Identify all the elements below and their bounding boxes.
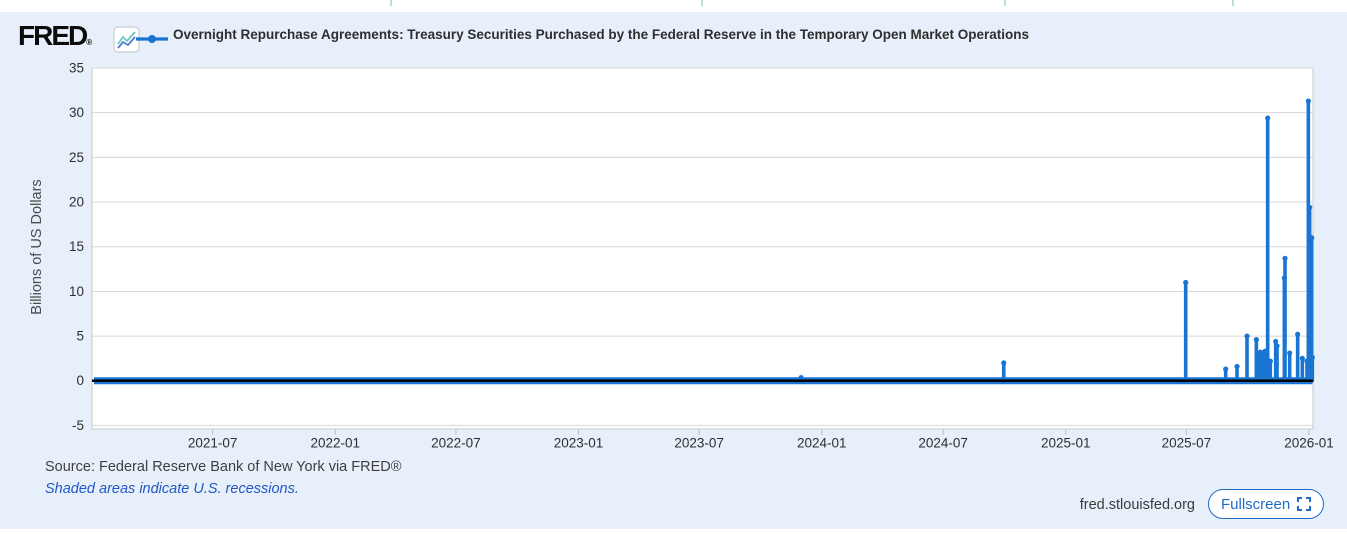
crop-artifact-tick bbox=[390, 0, 392, 6]
fullscreen-expand-icon bbox=[1297, 497, 1312, 511]
crop-artifact-tick bbox=[1232, 0, 1234, 6]
fred-logo-text: FRED bbox=[18, 20, 88, 51]
mini-chart-icon bbox=[113, 26, 140, 53]
site-url: fred.stlouisfed.org bbox=[1079, 497, 1195, 513]
crop-artifact-tick bbox=[1004, 0, 1006, 6]
recession-note-link[interactable]: Shaded areas indicate U.S. recessions. bbox=[45, 481, 299, 497]
registered-mark: ® bbox=[86, 38, 93, 47]
chart-card bbox=[0, 12, 1347, 529]
y-axis-title: Billions of US Dollars bbox=[29, 179, 45, 315]
fullscreen-button[interactable]: Fullscreen bbox=[1208, 489, 1325, 519]
series-legend-marker bbox=[136, 35, 168, 43]
source-note: Source: Federal Reserve Bank of New York… bbox=[45, 459, 402, 475]
fullscreen-label: Fullscreen bbox=[1221, 495, 1291, 513]
crop-artifact-tick bbox=[701, 0, 703, 6]
fred-logo[interactable]: FRED® bbox=[18, 22, 92, 57]
series-title[interactable]: Overnight Repurchase Agreements: Treasur… bbox=[173, 27, 1030, 42]
